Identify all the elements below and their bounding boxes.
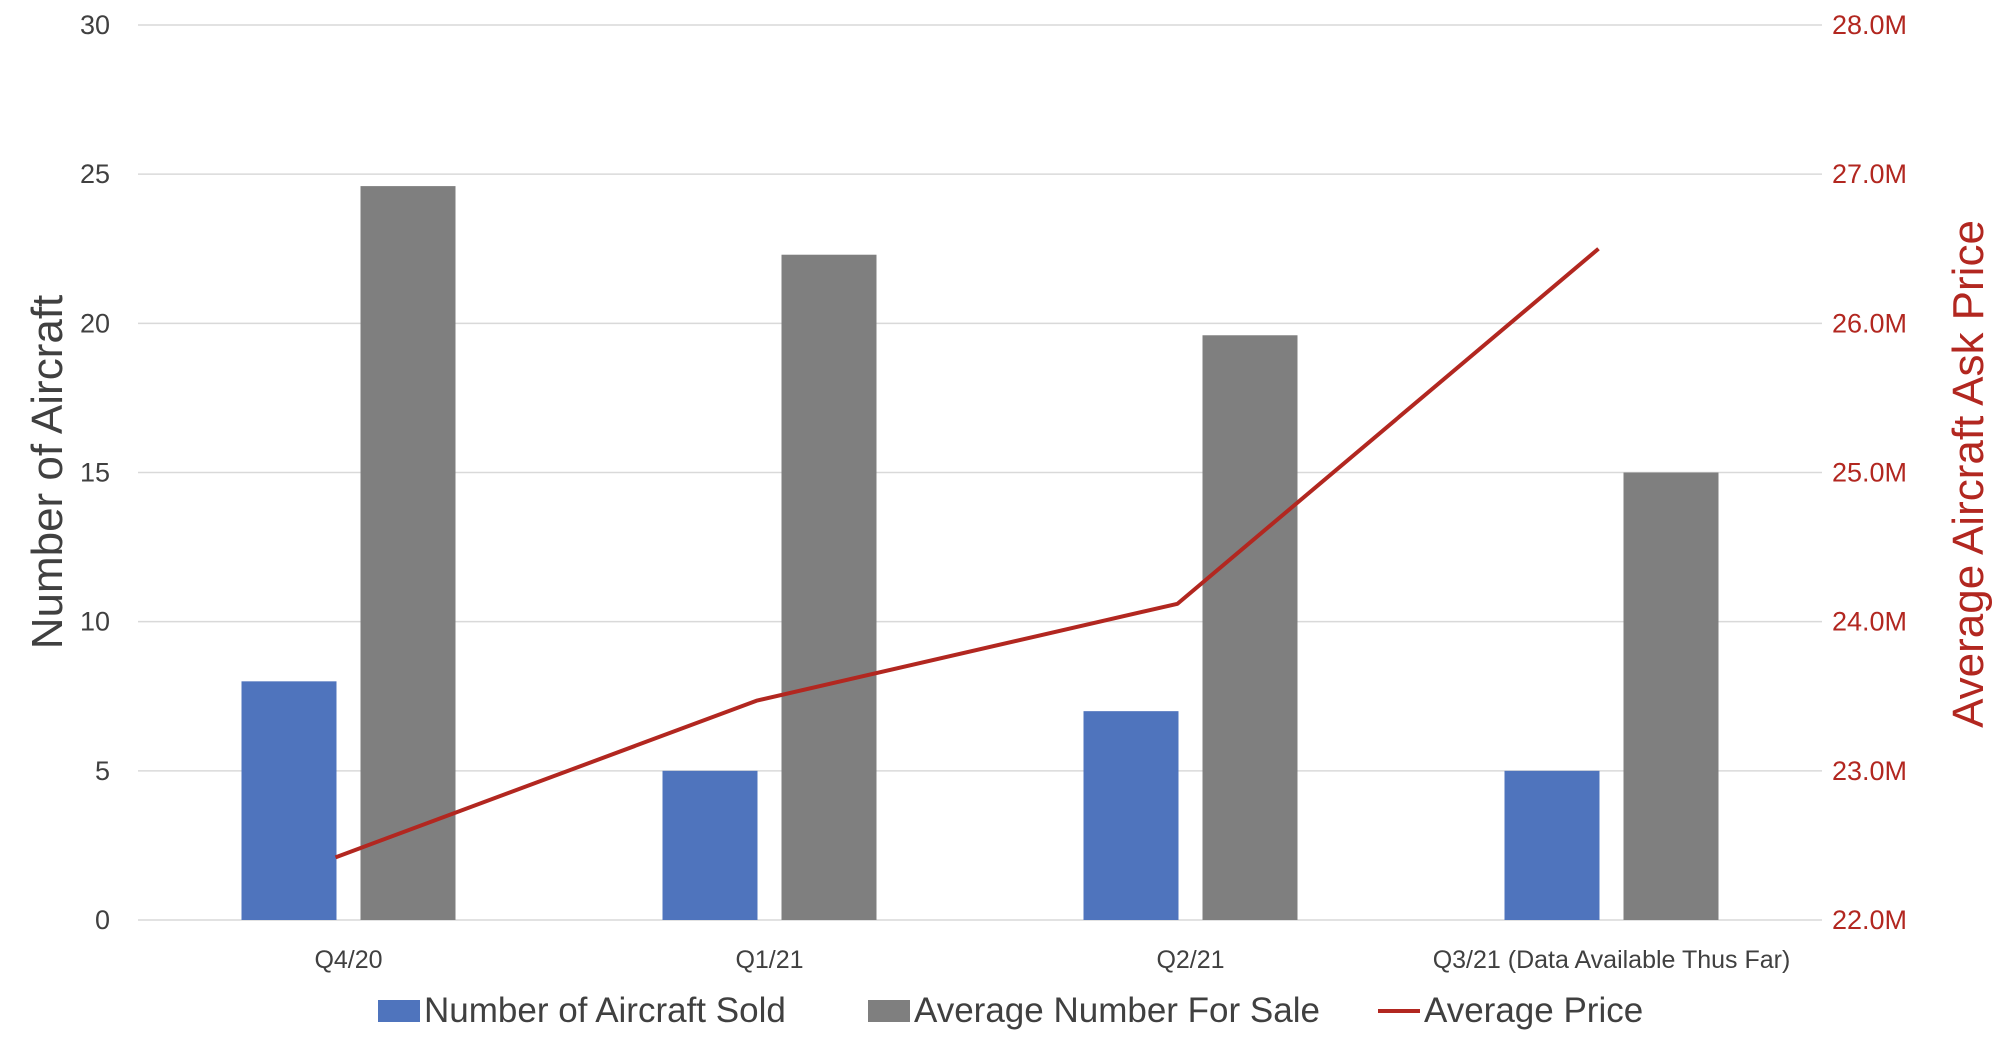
bar-average-for-sale [781,254,877,920]
y-tick-label: 5 [95,756,110,786]
bar-aircraft-sold [1504,770,1600,920]
y2-tick-label: 23.0M [1832,756,1907,786]
bar-average-for-sale [360,186,456,921]
y-tick-label: 15 [80,458,110,488]
legend-aircraft-sold-swatch [378,1000,420,1022]
line-average-price [334,247,1600,860]
x-tick-label: Q4/20 [314,946,382,974]
y2-axis-title: Average Aircraft Ask Price [1944,220,1993,728]
y2-tick-label: 28.0M [1832,10,1907,40]
bar-aircraft-sold [1083,711,1179,920]
y2-tick-label: 22.0M [1832,905,1907,935]
y2-tick-label: 25.0M [1832,458,1907,488]
y-axis-title: Number of Aircraft [23,295,72,650]
y-tick-label: 25 [80,159,110,189]
y-tick-label: 20 [80,308,110,338]
x-tick-label: Q1/21 [735,946,803,974]
legend-average-for-sale-label: Average Number For Sale [914,991,1320,1030]
legend-aircraft-sold-label: Number of Aircraft Sold [424,991,786,1030]
y2-tick-label: 26.0M [1832,308,1907,338]
bar-average-for-sale [1623,472,1719,920]
y-tick-label: 0 [95,905,110,935]
bar-aircraft-sold [662,770,758,920]
legend-average-for-sale-swatch [868,1000,910,1022]
legend-average-price-label: Average Price [1424,991,1643,1030]
y2-tick-label: 27.0M [1832,159,1907,189]
bar-aircraft-sold [241,681,337,920]
bar-average-for-sale [1202,335,1298,920]
x-tick-label: Q3/21 (Data Available Thus Far) [1433,946,1791,974]
y-tick-label: 10 [80,607,110,637]
y-tick-label: 30 [80,10,110,40]
x-tick-label: Q2/21 [1156,946,1224,974]
y2-tick-label: 24.0M [1832,607,1907,637]
